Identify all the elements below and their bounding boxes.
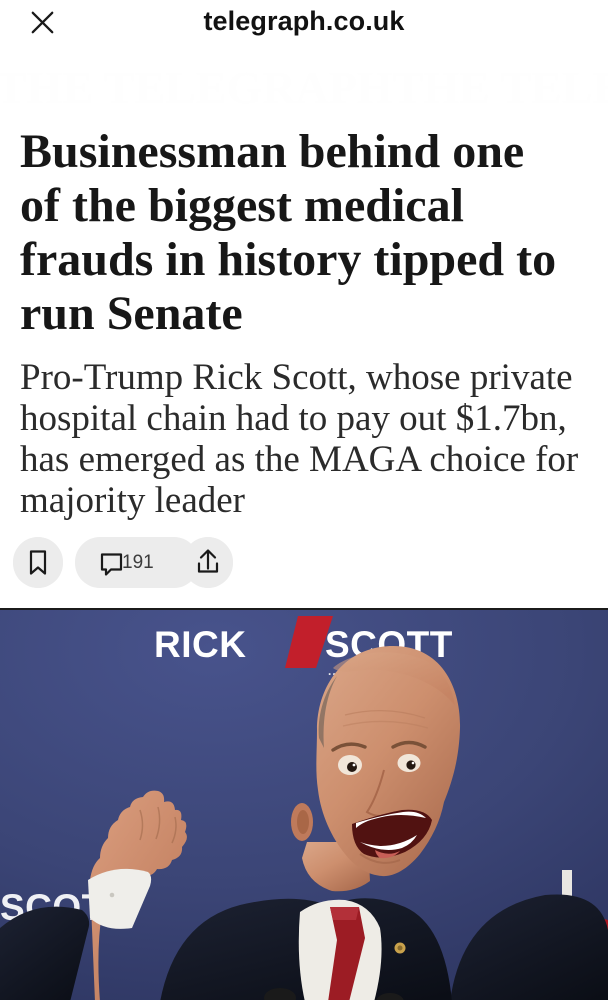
svg-text:RICK: RICK: [154, 624, 246, 665]
